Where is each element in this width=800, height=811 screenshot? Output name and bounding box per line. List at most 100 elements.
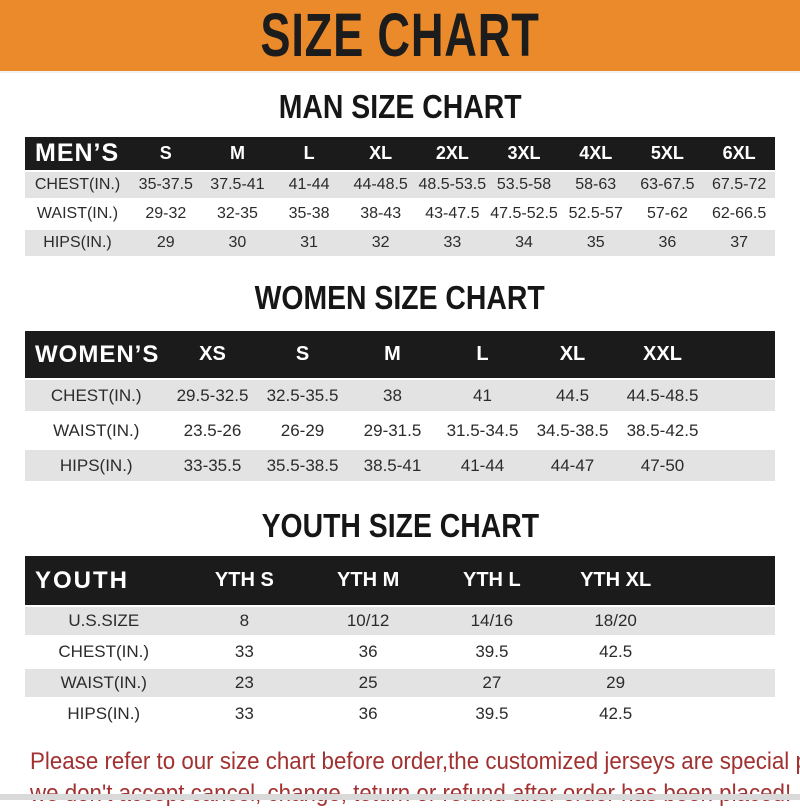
size-cell: 37 — [703, 230, 775, 259]
page-title: SIZE CHART — [260, 1, 540, 70]
spacer-cell — [707, 450, 775, 485]
size-cell: 39.5 — [430, 700, 554, 731]
size-cell: 38.5-41 — [347, 450, 438, 485]
table-title-cell: WOMEN’S — [25, 331, 168, 378]
women-size-chart-heading: WOMEN SIZE CHART — [0, 281, 800, 314]
size-cell: 29-31.5 — [347, 415, 438, 450]
size-cell: 14/16 — [430, 605, 554, 638]
spacer-cell — [677, 556, 775, 605]
table-row: HIPS(IN.) 29 30 31 32 33 34 35 36 37 — [25, 230, 775, 259]
size-header-cell: YTH M — [306, 556, 430, 605]
size-cell: 32-35 — [201, 201, 274, 230]
size-header-cell: 4XL — [559, 137, 632, 170]
size-header-cell: S — [130, 137, 202, 170]
bottom-edge-strip — [0, 794, 800, 800]
size-cell: 25 — [306, 669, 430, 700]
size-cell: 23.5-26 — [167, 415, 258, 450]
row-label-cell: WAIST(IN.) — [25, 201, 130, 230]
table-header-row: YOUTH YTH S YTH M YTH L YTH XL — [25, 556, 775, 605]
size-cell: 62-66.5 — [703, 201, 775, 230]
size-cell: 58-63 — [559, 170, 632, 201]
spacer-cell — [707, 331, 775, 378]
size-cell: 42.5 — [553, 638, 678, 669]
spacer-cell — [677, 669, 775, 700]
size-header-cell: 5XL — [631, 137, 704, 170]
size-cell: 41 — [437, 378, 528, 415]
size-header-cell: XXL — [617, 331, 708, 378]
row-label-cell: WAIST(IN.) — [25, 669, 183, 700]
size-cell: 36 — [306, 638, 430, 669]
size-cell: 29 — [130, 230, 202, 259]
size-cell: 44-47 — [527, 450, 618, 485]
table-header-row: WOMEN’S XS S M L XL XXL — [25, 331, 775, 378]
size-header-cell: XL — [344, 137, 417, 170]
size-cell: 38 — [347, 378, 438, 415]
man-size-chart-heading: MAN SIZE CHART — [0, 90, 800, 123]
youth-size-table: YOUTH YTH S YTH M YTH L YTH XL U.S.SIZE … — [25, 556, 775, 731]
table-title-cell: MEN’S — [25, 137, 130, 170]
size-header-cell: M — [347, 331, 438, 378]
size-cell: 41-44 — [273, 170, 345, 201]
man-size-chart-heading-text: MAN SIZE CHART — [278, 88, 522, 125]
size-cell: 31.5-34.5 — [437, 415, 528, 450]
row-label-cell: HIPS(IN.) — [25, 700, 183, 731]
size-header-cell: XS — [167, 331, 258, 378]
size-cell: 33 — [416, 230, 489, 259]
size-header-cell: 2XL — [416, 137, 489, 170]
spacer-cell — [707, 378, 775, 415]
size-cell: 29-32 — [130, 201, 202, 230]
size-cell: 37.5-41 — [201, 170, 274, 201]
size-cell: 32 — [344, 230, 417, 259]
size-cell: 29.5-32.5 — [167, 378, 258, 415]
size-cell: 30 — [201, 230, 274, 259]
table-row: WAIST(IN.) 23 25 27 29 — [25, 669, 775, 700]
row-label-cell: CHEST(IN.) — [25, 638, 183, 669]
size-header-cell: 6XL — [703, 137, 775, 170]
size-cell: 35 — [559, 230, 632, 259]
size-cell: 23 — [182, 669, 307, 700]
table-row: WAIST(IN.) 29-32 32-35 35-38 38-43 43-47… — [25, 201, 775, 230]
size-header-cell: L — [437, 331, 528, 378]
size-cell: 53.5-58 — [488, 170, 560, 201]
size-cell: 34 — [488, 230, 560, 259]
size-cell: 36 — [631, 230, 704, 259]
women-size-chart-heading-text: WOMEN SIZE CHART — [254, 279, 546, 316]
size-cell: 41-44 — [437, 450, 528, 485]
table-row: CHEST(IN.) 35-37.5 37.5-41 41-44 44-48.5… — [25, 170, 775, 201]
table-row: CHEST(IN.) 33 36 39.5 42.5 — [25, 638, 775, 669]
size-header-cell: YTH L — [430, 556, 554, 605]
spacer-cell — [707, 415, 775, 450]
size-cell: 42.5 — [553, 700, 678, 731]
size-cell: 39.5 — [430, 638, 554, 669]
size-cell: 31 — [273, 230, 345, 259]
size-cell: 33-35.5 — [167, 450, 258, 485]
table-row: WAIST(IN.) 23.5-26 26-29 29-31.5 31.5-34… — [25, 415, 775, 450]
size-header-cell: S — [257, 331, 348, 378]
size-header-cell: XL — [527, 331, 618, 378]
row-label-cell: CHEST(IN.) — [25, 170, 130, 201]
table-header-row: MEN’S S M L XL 2XL 3XL 4XL 5XL 6XL — [25, 137, 775, 170]
size-header-cell: YTH XL — [553, 556, 678, 605]
size-cell: 26-29 — [257, 415, 348, 450]
size-header-cell: 3XL — [488, 137, 560, 170]
size-cell: 35-38 — [273, 201, 345, 230]
spacer-cell — [677, 605, 775, 638]
spacer-cell — [677, 638, 775, 669]
size-cell: 10/12 — [306, 605, 430, 638]
size-cell: 44.5-48.5 — [617, 378, 708, 415]
row-label-cell: WAIST(IN.) — [25, 415, 168, 450]
table-title-cell: YOUTH — [25, 556, 183, 605]
size-cell: 48.5-53.5 — [416, 170, 489, 201]
size-cell: 44-48.5 — [344, 170, 417, 201]
disclaimer: Please refer to our size chart before or… — [0, 747, 800, 811]
spacer-cell — [677, 700, 775, 731]
row-label-cell: HIPS(IN.) — [25, 450, 168, 485]
row-label-cell: U.S.SIZE — [25, 605, 183, 638]
disclaimer-line-1: Please refer to our size chart before or… — [30, 748, 800, 775]
size-header-cell: L — [273, 137, 345, 170]
size-header-cell: M — [201, 137, 274, 170]
size-cell: 44.5 — [527, 378, 618, 415]
youth-size-chart-heading: YOUTH SIZE CHART — [0, 509, 800, 542]
men-size-table: MEN’S S M L XL 2XL 3XL 4XL 5XL 6XL CHEST… — [25, 137, 775, 259]
size-cell: 67.5-72 — [703, 170, 775, 201]
